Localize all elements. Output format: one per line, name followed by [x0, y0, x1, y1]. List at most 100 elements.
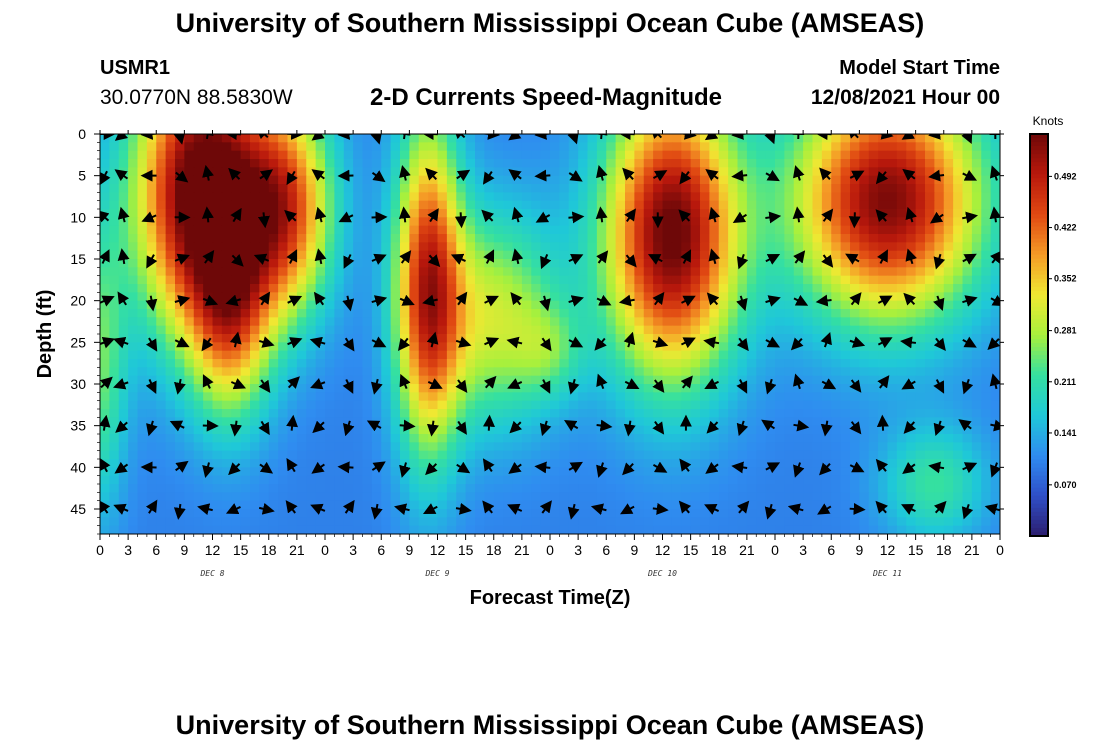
chart-subtitle: 2-D Currents Speed-Magnitude: [370, 84, 723, 111]
heatmap-cell: [531, 292, 542, 302]
heatmap-cell: [803, 134, 814, 143]
heatmap-cell: [671, 309, 682, 318]
heatmap-cell: [465, 434, 476, 443]
heatmap-cell: [606, 317, 617, 327]
heatmap-cell: [521, 342, 532, 352]
heatmap-cell: [278, 225, 289, 235]
current-arrow: [877, 375, 890, 389]
heatmap-cell: [428, 367, 439, 377]
heatmap-cell: [690, 275, 701, 285]
heatmap-cell: [325, 517, 335, 527]
heatmap-cell: [268, 500, 279, 510]
heatmap-cell: [109, 459, 120, 468]
heatmap-cell: [709, 400, 720, 410]
heatmap-cell: [175, 242, 185, 252]
heatmap-cell: [746, 450, 757, 460]
heatmap-cell: [296, 417, 307, 427]
heatmap-cell: [240, 434, 251, 443]
heatmap-cell: [193, 500, 204, 510]
heatmap-cell: [128, 484, 139, 493]
heatmap-cell: [306, 159, 317, 168]
heatmap-cell: [840, 475, 851, 485]
current-arrow: [652, 336, 669, 348]
heatmap-cell: [606, 284, 617, 293]
heatmap-cell: [184, 159, 195, 168]
heatmap-cell: [203, 325, 214, 335]
heatmap-cell: [446, 492, 457, 502]
heatmap-cell: [381, 309, 392, 318]
heatmap-cell: [268, 459, 279, 468]
heatmap-cell: [615, 400, 626, 410]
heatmap-cell: [662, 200, 673, 210]
heatmap-cell: [756, 134, 767, 143]
heatmap-cell: [165, 175, 176, 185]
heatmap-cell: [812, 250, 823, 260]
heatmap-cell: [325, 459, 335, 468]
heatmap-cell: [128, 500, 139, 510]
heatmap-cell: [971, 142, 982, 152]
current-arrow: [483, 414, 495, 431]
heatmap-cell: [100, 234, 110, 243]
heatmap-cell: [390, 375, 401, 385]
heatmap-cell: [840, 375, 851, 385]
heatmap-cell: [718, 450, 729, 460]
heatmap-cell: [184, 392, 195, 402]
heatmap-cell: [109, 367, 120, 377]
heatmap-cell: [146, 325, 157, 335]
heatmap-cell: [934, 242, 945, 252]
heatmap-cell: [728, 284, 739, 293]
heatmap-cell: [812, 425, 823, 435]
heatmap-cell: [381, 459, 392, 468]
heatmap-cell: [925, 292, 935, 302]
heatmap-cell: [868, 517, 879, 527]
heatmap-cell: [540, 225, 551, 235]
heatmap-cell: [643, 425, 654, 435]
heatmap-cell: [840, 184, 851, 193]
heatmap-cell: [540, 325, 551, 335]
heatmap-cell: [484, 517, 495, 527]
heatmap-cell: [700, 342, 710, 352]
heatmap-cell: [859, 525, 870, 534]
heatmap-cell: [259, 359, 270, 368]
heatmap-cell: [625, 434, 635, 443]
heatmap-cell: [587, 292, 598, 302]
heatmap-cell: [662, 134, 673, 143]
current-arrow: [230, 207, 242, 223]
heatmap-cell: [165, 342, 176, 352]
heatmap-cell: [503, 450, 514, 460]
heatmap-cell: [803, 409, 814, 418]
heatmap-cell: [728, 275, 739, 285]
heatmap-cell: [662, 184, 673, 193]
heatmap-cell: [728, 367, 739, 377]
heatmap-cell: [137, 442, 148, 452]
heatmap-cell: [278, 150, 289, 160]
heatmap-cell: [343, 142, 354, 152]
current-arrow: [399, 462, 411, 478]
heatmap-cell: [296, 475, 307, 485]
heatmap-cell: [475, 509, 485, 518]
current-arrow: [678, 209, 691, 223]
heatmap-cell: [353, 225, 364, 235]
heatmap-cell: [418, 342, 429, 352]
heatmap-cell: [896, 250, 907, 260]
current-arrow: [508, 134, 522, 141]
heatmap-cell: [625, 309, 635, 318]
heatmap-cell: [559, 425, 570, 435]
heatmap-cell: [625, 200, 635, 210]
heatmap-cell: [259, 409, 270, 418]
heatmap-cell: [775, 300, 785, 310]
heatmap-cell: [990, 517, 1000, 527]
heatmap-cell: [446, 242, 457, 252]
heatmap-cell: [981, 159, 992, 168]
heatmap-cell: [606, 475, 617, 485]
heatmap-cell: [325, 392, 335, 402]
current-arrow: [793, 294, 809, 306]
current-arrow: [819, 167, 832, 181]
heatmap-cell: [915, 250, 926, 260]
heatmap-cell: [531, 525, 542, 534]
heatmap-cell: [240, 442, 251, 452]
heatmap-cell: [334, 500, 345, 510]
heatmap-cell: [409, 134, 420, 143]
heatmap-cell: [362, 234, 373, 243]
heatmap-cell: [671, 517, 682, 527]
